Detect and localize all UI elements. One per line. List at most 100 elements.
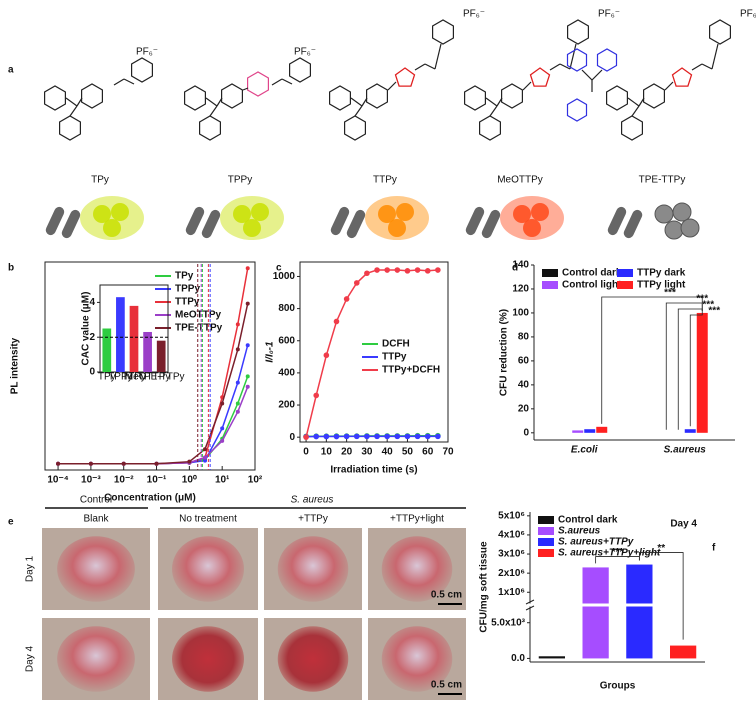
ring [329,85,351,111]
point [384,267,390,273]
panel-label: c [276,263,282,274]
column-label: Blank [83,514,109,525]
ring [464,85,486,111]
bar [102,328,112,372]
point [414,433,421,440]
legend-label: TTPy [175,297,200,308]
axis-break-mark [525,605,535,611]
column-label: No treatment [179,514,237,525]
panel-label: a [8,65,14,76]
y-tick-label: 400 [278,368,295,379]
ring [566,98,588,122]
wound [381,536,453,602]
x-tick-label: 50 [402,447,414,458]
wound [57,626,135,692]
legend-swatch [542,281,558,289]
y-tick-label: 200 [278,400,295,411]
ring [58,115,82,141]
x-tick-label: E.coli [571,445,598,456]
bond [354,105,363,117]
column-label: +TTPy+light [390,514,444,525]
y-tick-label: 5.0x10³ [491,617,526,628]
y-tick-label: 0 [523,427,529,438]
y-axis-label: PL intensity [10,337,21,394]
point [323,433,330,440]
legend-label: S. aureus+TTPy+light [558,548,661,559]
plot-frame [44,261,256,471]
point [245,343,250,348]
bond [631,105,640,117]
ring [344,115,366,141]
legend-swatch [538,538,554,546]
y-tick-label: 20 [518,403,530,414]
point [245,301,250,306]
legend-label: TTPy+DCFH [382,365,440,376]
x-axis-label: Concentration (μM) [104,493,196,504]
x-tick-label: MeOTTPy [125,372,171,383]
aggregate [233,205,251,223]
bacterium [330,206,350,236]
column-label: +TTPy [298,514,328,525]
wound [172,626,244,692]
point [374,267,380,273]
ring [566,48,588,72]
legend-label: TTPy [382,352,407,363]
bond [414,63,426,71]
bar [116,297,125,372]
x-tick-label: 10⁻¹ [147,475,167,486]
significance-label: *** [664,288,676,299]
counterion: PF₆⁻ [598,9,620,20]
point [245,374,250,379]
aggregate [531,203,549,221]
x-tick-label: TPE-TTPy [138,372,185,383]
point [404,433,411,440]
annotation: Day 4 [670,519,697,530]
bond [581,69,593,81]
emission-glow [365,196,429,240]
legend-swatch [538,549,554,557]
aggregate [388,219,406,237]
x-tick-label: 20 [341,447,353,458]
bacterium [61,209,81,239]
y-tick-label: 80 [518,332,530,343]
legend-label: TTPy light [637,280,686,291]
significance-label: ** [657,543,665,554]
bond [664,81,674,91]
ring [366,83,388,109]
x-tick-label: TPPy [108,372,132,383]
y-tick-label: 2x10⁶ [498,568,525,579]
x-tick-label: 10¹ [215,475,230,486]
significance-label: *** [702,300,714,311]
ring [708,19,732,45]
legend-label: S. aureus+TTPy [558,537,634,548]
emission-glow [500,196,564,240]
row-label: Day 1 [25,556,36,583]
point [235,401,240,406]
ring [247,71,269,97]
significance-bracket [638,552,684,640]
ring [596,48,618,72]
x-axis-label: Groups [600,681,636,692]
point [313,392,320,399]
wound [381,626,453,692]
legend-label: TTPy dark [637,268,686,279]
y-tick-label: 0 [289,432,295,443]
bond [701,63,713,70]
aggregate [378,205,396,223]
point [235,409,240,414]
ring [620,115,644,141]
bond [424,63,436,70]
x-tick-label: 60 [422,447,434,458]
aggregate [243,219,261,237]
compound-name: TTPy [373,175,397,186]
point [343,296,350,302]
counterion: PF₆⁻ [294,47,316,58]
point [364,270,370,277]
aggregate [664,220,684,240]
bacterium [185,206,205,236]
significance-bracket [689,310,703,427]
emission-glow [220,196,284,240]
point [435,267,441,273]
ring [289,57,311,83]
panel-label: e [8,517,14,528]
